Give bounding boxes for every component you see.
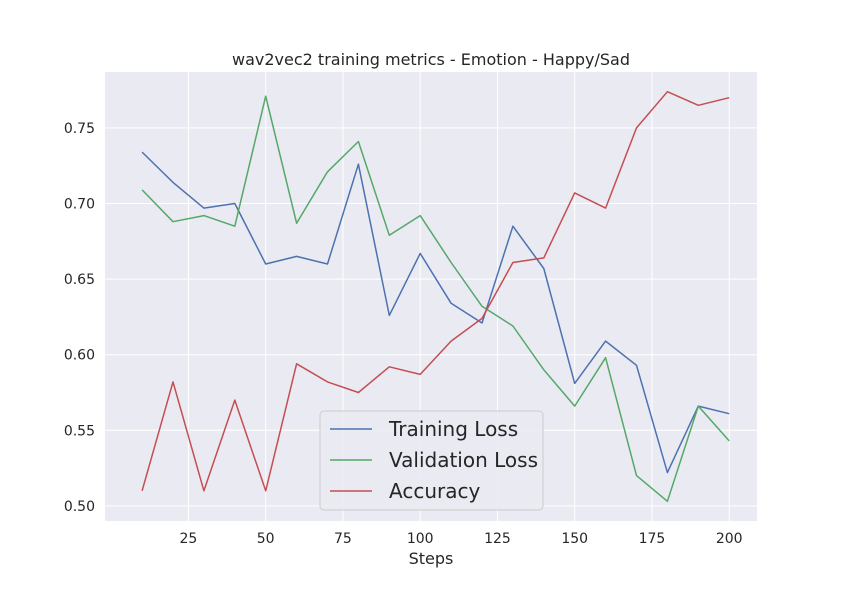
y-tick-label: 0.60 [64, 348, 95, 364]
y-axis-ticks: 0.50 0.55 0.60 0.65 0.70 0.75 [64, 121, 95, 515]
y-tick-label: 0.70 [64, 197, 95, 213]
chart-title: wav2vec2 training metrics - Emotion - Ha… [232, 50, 630, 69]
y-tick-label: 0.50 [64, 499, 95, 515]
series-line-training-loss [141, 151, 730, 474]
series-line-accuracy [141, 90, 730, 492]
x-axis-ticks: 25 50 75 100 125 150 175 200 [180, 531, 743, 547]
legend: Training Loss Validation Loss Accuracy [319, 410, 544, 511]
legend-label-validation-loss: Validation Loss [389, 448, 538, 472]
legend-box [319, 410, 544, 511]
legend-label-training-loss: Training Loss [388, 417, 518, 441]
x-tick-label: 75 [334, 531, 352, 547]
legend-label-accuracy: Accuracy [389, 479, 480, 503]
x-tick-label: 100 [407, 531, 434, 547]
x-tick-label: 50 [257, 531, 275, 547]
x-tick-label: 175 [639, 531, 666, 547]
x-axis-label: Steps [409, 549, 454, 568]
x-tick-label: 25 [180, 531, 198, 547]
series-line-validation-loss [141, 95, 730, 503]
grid-lines [105, 72, 757, 521]
x-tick-label: 200 [716, 531, 743, 547]
x-tick-label: 125 [484, 531, 511, 547]
x-tick-label: 150 [561, 531, 588, 547]
series-lines [141, 90, 730, 503]
y-tick-label: 0.65 [64, 272, 95, 288]
y-tick-label: 0.55 [64, 423, 95, 439]
y-tick-label: 0.75 [64, 121, 95, 137]
